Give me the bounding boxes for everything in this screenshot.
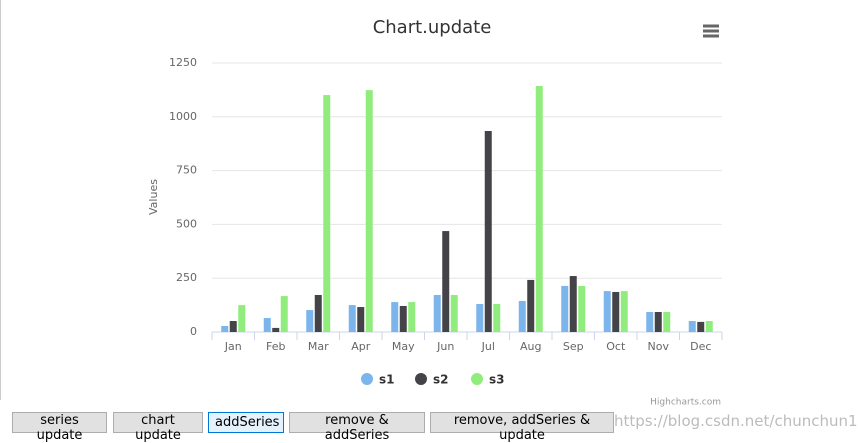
button[interactable]: remove & addSeries: [289, 412, 425, 443]
x-tick-label: Dec: [690, 340, 711, 353]
x-tick-label: Jun: [436, 340, 454, 353]
legend-marker: [471, 373, 483, 385]
chart-title: Chart.update: [373, 17, 492, 38]
button[interactable]: chart update: [113, 412, 203, 443]
bar: [663, 311, 671, 332]
bar: [323, 95, 331, 333]
bar: [306, 310, 314, 332]
bar: [578, 285, 586, 332]
legend-marker: [361, 373, 373, 385]
x-tick-label: Jan: [224, 340, 242, 353]
credits[interactable]: Highcharts.com: [650, 398, 721, 408]
y-tick-label: 0: [190, 325, 197, 338]
watermark: https://blog.csdn.net/chunchun1230: [614, 412, 858, 430]
bar: [263, 318, 271, 332]
y-tick-label: 1000: [169, 110, 197, 123]
frame-edge: [0, 0, 1, 400]
bar: [433, 294, 441, 332]
legend-label: s3: [489, 373, 505, 387]
bar: [697, 321, 705, 332]
y-tick-label: 250: [176, 271, 197, 284]
bar: [518, 301, 526, 332]
bar: [493, 304, 501, 332]
button[interactable]: remove, addSeries & update: [430, 412, 614, 443]
x-tick-label: May: [392, 340, 415, 353]
legend-marker: [415, 373, 427, 385]
x-tick-label: Feb: [266, 340, 285, 353]
button[interactable]: addSeries: [208, 412, 284, 433]
bar: [561, 285, 569, 332]
x-tick-label: Aug: [520, 340, 541, 353]
x-tick-label: Jul: [481, 340, 495, 353]
bar: [612, 291, 620, 332]
menu-icon[interactable]: [703, 24, 719, 38]
x-tick-label: Mar: [308, 340, 329, 353]
bar: [620, 291, 628, 332]
bar: [365, 90, 373, 332]
bar: [688, 321, 696, 332]
x-tick-label: Oct: [606, 340, 626, 353]
bar: [646, 311, 654, 332]
x-tick-label: Apr: [351, 340, 371, 353]
bar: [484, 131, 492, 332]
button[interactable]: series update: [12, 412, 107, 443]
y-tick-label: 1250: [169, 56, 197, 69]
bar: [272, 327, 280, 332]
bar: [314, 294, 322, 332]
bar: [229, 321, 237, 332]
chart: Chart.update Values Highcharts.com 0 250 5…: [147, 17, 723, 408]
x-tick-label: Sep: [563, 340, 584, 353]
bar: [569, 276, 577, 332]
bar: [705, 321, 713, 332]
legend-label: s2: [433, 373, 449, 387]
bar: [442, 231, 450, 332]
bar: [391, 302, 399, 332]
bar: [399, 305, 407, 332]
bar: [221, 325, 229, 332]
y-tick-label: 750: [176, 164, 197, 177]
bar: [238, 305, 246, 332]
bar: [654, 311, 662, 332]
bar: [476, 304, 484, 332]
bar: [535, 86, 543, 332]
y-axis-label: Values: [147, 179, 160, 215]
bar: [348, 305, 356, 332]
bar: [280, 296, 288, 332]
bar: [603, 291, 611, 332]
bar: [357, 307, 365, 332]
bar: [408, 302, 416, 332]
bar: [527, 279, 535, 332]
bar: [450, 294, 458, 332]
x-tick-label: Nov: [648, 340, 670, 353]
legend-label: s1: [379, 373, 395, 387]
y-tick-label: 500: [176, 217, 197, 230]
